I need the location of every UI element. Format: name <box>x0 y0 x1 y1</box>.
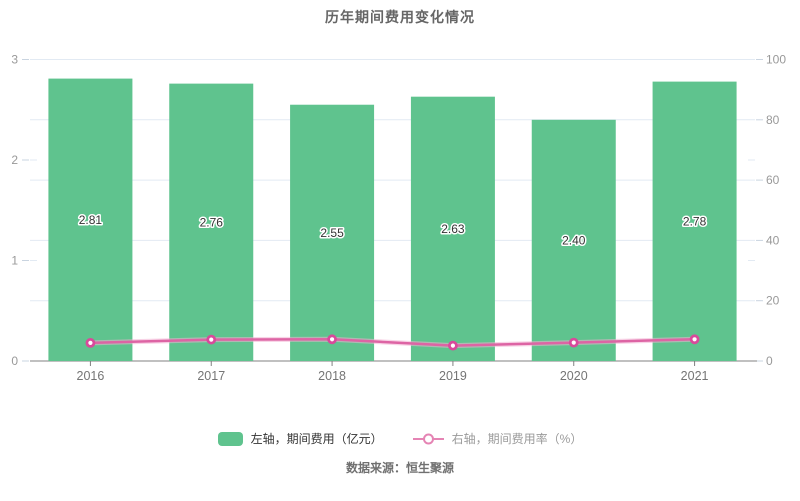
left-axis-label: 1 <box>11 254 18 268</box>
left-axis-label: 2 <box>11 153 18 167</box>
line-marker-2020[interactable] <box>568 337 579 348</box>
line-series <box>89 338 696 347</box>
bar-2017[interactable] <box>169 83 254 362</box>
bar-2020[interactable] <box>531 119 616 361</box>
bar-2019[interactable] <box>410 96 495 361</box>
legend-bar-swatch-icon <box>217 432 243 446</box>
legend-label: 右轴，期间费用率（%） <box>451 432 583 446</box>
legend-label: 左轴，期间费用（亿元） <box>250 432 383 446</box>
bar-value-label-2018: 2.55 <box>320 226 344 240</box>
left-axis-label: 3 <box>11 53 18 67</box>
x-axis-label-2020: 2020 <box>560 369 588 383</box>
plot-area: 0 1 2 3 0 20 40 60 80 100 2016 2017 2018 2019 2020 2021… <box>11 53 786 384</box>
line-marker-2019[interactable] <box>448 340 458 351</box>
right-axis-label: 0 <box>766 354 773 368</box>
bar-2018[interactable] <box>290 104 375 361</box>
line-marker-2021[interactable] <box>689 334 700 345</box>
line-marker-2018[interactable] <box>327 334 337 345</box>
line-marker-2016[interactable] <box>85 338 96 348</box>
left-axis-label: 0 <box>11 354 18 368</box>
x-axis-label-2016: 2016 <box>77 369 105 383</box>
bar-2016[interactable] <box>48 78 133 361</box>
legend-item-line[interactable]: 右轴，期间费用率（%） <box>412 431 583 447</box>
data-source: 数据来源：恒生聚源 <box>345 461 454 475</box>
legend-item-bar[interactable]: 左轴，期间费用（亿元） <box>217 431 383 447</box>
x-axis-label-2018: 2018 <box>318 369 346 383</box>
x-axis-label-2019: 2019 <box>439 369 467 383</box>
legend: 左轴，期间费用（亿元） 右轴，期间费用率（%） <box>0 431 800 447</box>
line-marker-2017[interactable] <box>206 334 217 345</box>
x-axis-label-2017: 2017 <box>197 369 225 383</box>
right-axis-label: 60 <box>766 173 780 187</box>
bar-value-label-2019: 2.63 <box>441 222 465 236</box>
bar-2021[interactable] <box>652 81 737 362</box>
right-axis-label: 80 <box>766 113 780 127</box>
bar-value-label-2016: 2.81 <box>79 213 103 227</box>
bar-value-label-2017: 2.76 <box>200 215 224 229</box>
chart-title: 历年期间费用变化情况 <box>325 9 475 25</box>
legend-line-marker-icon <box>412 433 444 445</box>
right-axis-label: 20 <box>766 294 780 308</box>
x-axis-label-2021: 2021 <box>681 369 709 383</box>
right-axis-label: 40 <box>766 233 780 247</box>
bar-value-label-2020: 2.40 <box>562 233 586 247</box>
right-axis-label: 100 <box>766 53 786 67</box>
bar-value-label-2021: 2.78 <box>683 214 707 228</box>
